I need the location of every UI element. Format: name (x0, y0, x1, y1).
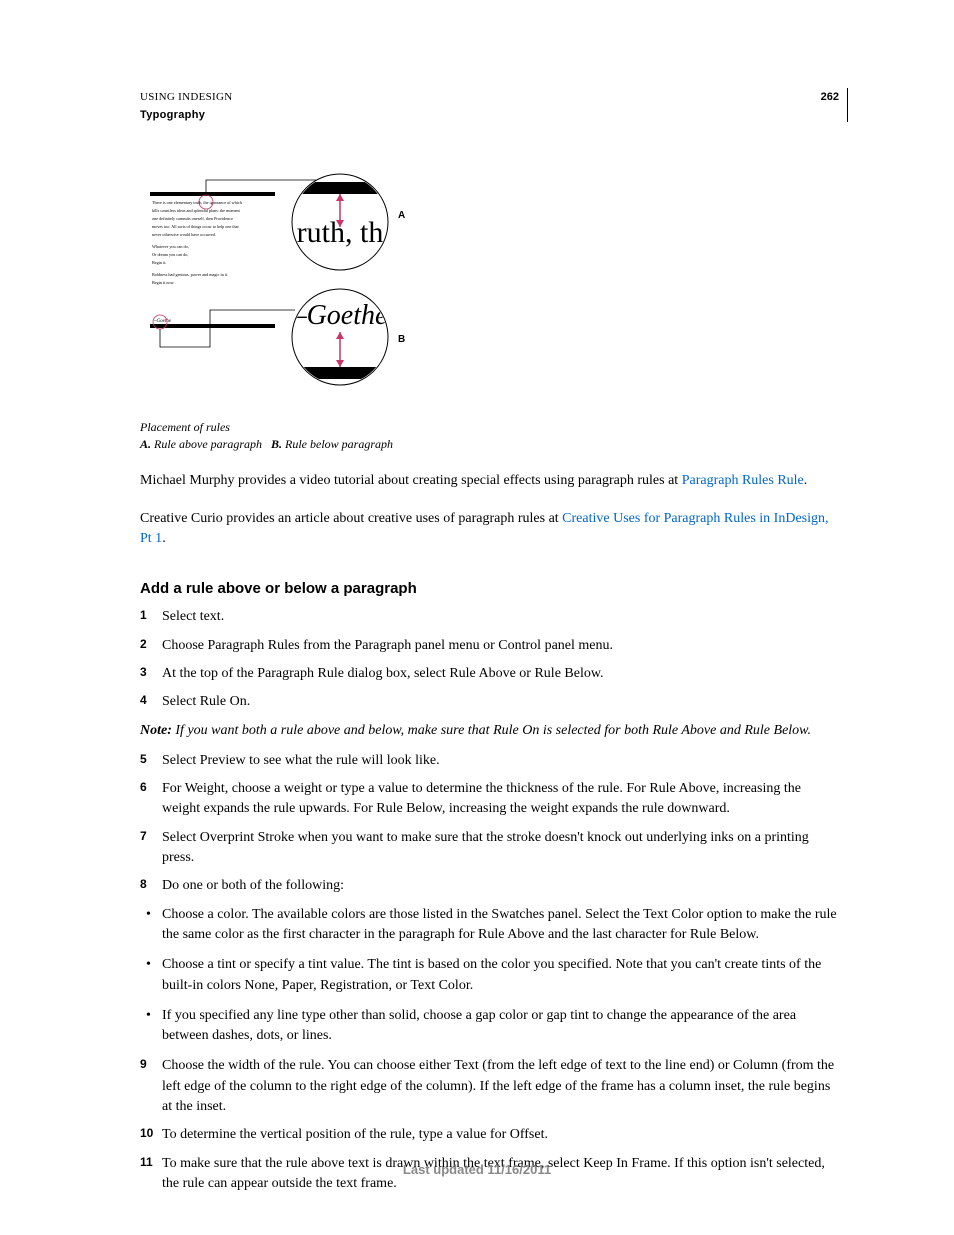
footer-last-updated: Last updated 11/16/2011 (0, 1161, 954, 1180)
figure-svg: There is one elementary truth, the ignor… (140, 172, 420, 402)
svg-text:Begin it now.: Begin it now. (152, 280, 174, 285)
figure-placement-of-rules: There is one elementary truth, the ignor… (140, 172, 839, 453)
bullet-2: Choose a tint or specify a tint value. T… (140, 955, 839, 996)
note-label: Note: (140, 723, 172, 738)
caption-a-text: Rule above paragraph (154, 437, 262, 451)
note-text: If you want both a rule above and below,… (175, 723, 811, 738)
step-8: Do one or both of the following: (140, 876, 839, 896)
svg-text:kills countless ideas and sple: kills countless ideas and splendid plans… (152, 208, 241, 213)
svg-text:never otherwise would have occ: never otherwise would have occurred. (152, 232, 216, 237)
bullet-list: Choose a color. The available colors are… (140, 905, 839, 1047)
svg-text:Whatever you can do,: Whatever you can do, (152, 244, 189, 250)
svg-text:one definitely commits oneself: one definitely commits oneself, then Pro… (152, 216, 233, 222)
step-4: Select Rule On. (140, 692, 839, 712)
note: Note: If you want both a rule above and … (140, 721, 839, 741)
header-left: USING INDESIGN Typography (140, 90, 233, 124)
step-6: For Weight, choose a weight or type a va… (140, 779, 839, 820)
link-paragraph-rules-rule[interactable]: Paragraph Rules Rule (682, 473, 804, 488)
step-5: Select Preview to see what the rule will… (140, 751, 839, 771)
step-3: At the top of the Paragraph Rule dialog … (140, 664, 839, 684)
figure-label-b: B (398, 334, 405, 345)
figure-label-a: A (398, 210, 405, 221)
caption-a-label: A. (140, 437, 151, 451)
step-1: Select text. (140, 607, 839, 627)
figure-caption: Placement of rules A. Rule above paragra… (140, 419, 839, 453)
bullet-3: If you specified any line type other tha… (140, 1006, 839, 1047)
page-header: USING INDESIGN Typography 262 (140, 90, 839, 124)
step-10: To determine the vertical position of th… (140, 1125, 839, 1145)
step-7: Select Overprint Stroke when you want to… (140, 828, 839, 869)
caption-b-text: Rule below paragraph (285, 437, 393, 451)
svg-text:moves too. All sorts of things: moves too. All sorts of things occur to … (152, 224, 239, 229)
svg-text:Or dream you can do,: Or dream you can do, (152, 252, 188, 258)
caption-title: Placement of rules (140, 419, 839, 436)
doc-title: USING INDESIGN (140, 90, 233, 106)
step-2: Choose Paragraph Rules from the Paragrap… (140, 636, 839, 656)
svg-text:Begin it.: Begin it. (152, 260, 166, 265)
svg-text:There is one elementary truth,: There is one elementary truth, the ignor… (152, 200, 243, 206)
doc-subtitle: Typography (140, 108, 233, 124)
header-divider (847, 88, 848, 122)
step-9: Choose the width of the rule. You can ch… (140, 1056, 839, 1117)
svg-text:–Goethe: –Goethe (153, 319, 172, 324)
intro-para-2: Creative Curio provides an article about… (140, 509, 839, 550)
section-heading: Add a rule above or below a paragraph (140, 578, 839, 600)
page-number: 262 (821, 90, 839, 106)
svg-text:–Goethe: –Goethe (292, 300, 388, 331)
bullet-1: Choose a color. The available colors are… (140, 905, 839, 946)
intro-para-1: Michael Murphy provides a video tutorial… (140, 471, 839, 491)
caption-b-label: B. (271, 437, 282, 451)
steps-list-2: Select Preview to see what the rule will… (140, 751, 839, 897)
svg-text:Boldness had genious, power an: Boldness had genious, power and magic in… (152, 272, 228, 278)
steps-list: Select text. Choose Paragraph Rules from… (140, 607, 839, 712)
